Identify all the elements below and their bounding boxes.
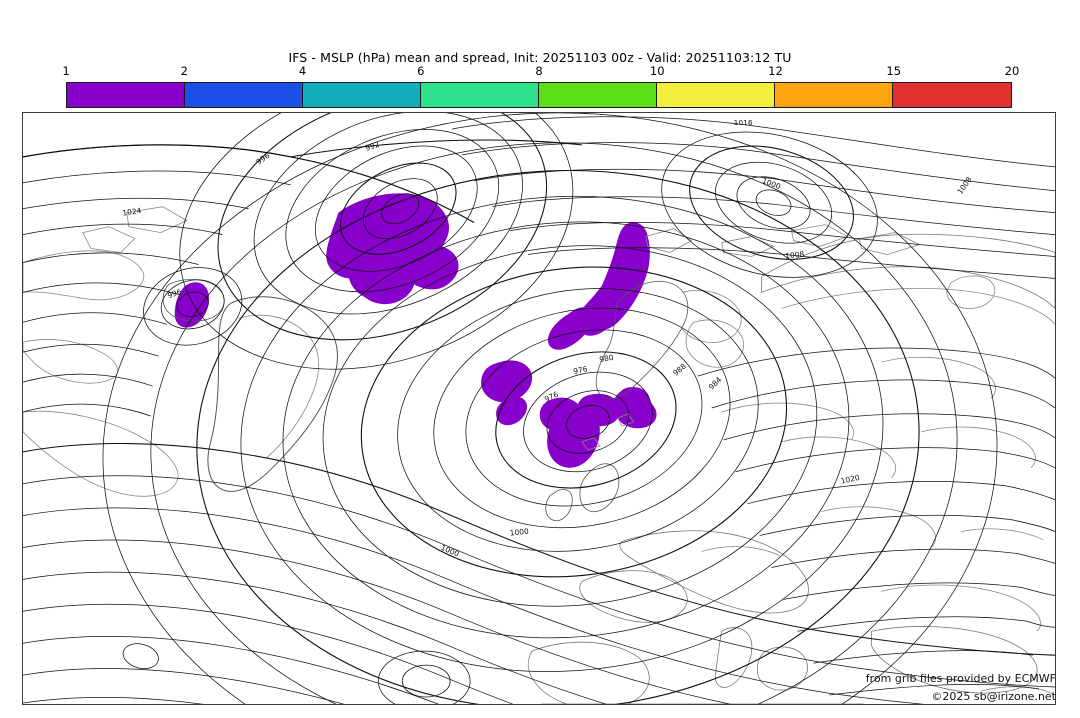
colorbar-segment-15-20: [893, 83, 1011, 107]
copyright-credit: ©2025 sb@irizone.net: [931, 690, 1056, 703]
colorbar-tick-15: 15: [886, 64, 902, 78]
colorbar-tick-10: 10: [649, 64, 665, 78]
colorbar-tick-6: 6: [417, 64, 425, 78]
colorbar-segment-12-15: [775, 83, 893, 107]
contour-label: 1016: [734, 118, 753, 127]
colorbar-tick-4: 4: [298, 64, 307, 78]
colorbar-tick-20: 20: [1004, 64, 1020, 78]
contour-label: 1024: [122, 206, 142, 218]
colorbar-tick-12: 12: [768, 64, 783, 78]
mslp-contour-map: 1024 1016 1008 1008 1000 1000 996 992 98…: [23, 113, 1055, 704]
contour-label: 1008: [955, 175, 973, 196]
colorbar-segment-8-10: [539, 83, 657, 107]
coastline-layer: [23, 206, 1055, 704]
contour-label: 976: [572, 364, 588, 376]
contour-label: 1000: [509, 527, 529, 538]
colorbar-scale: [66, 82, 1012, 108]
colorbar-segment-6-8: [421, 83, 539, 107]
colorbar-tick-1: 1: [62, 64, 70, 78]
contour-label: 1020: [840, 473, 861, 486]
colorbar-segment-2-4: [185, 83, 303, 107]
colorbar-tick-8: 8: [535, 64, 543, 78]
colorbar-tick-2: 2: [180, 64, 188, 78]
contour-label: 1000: [761, 176, 782, 191]
contour-label: 980: [599, 353, 615, 364]
contour-label: 992: [364, 140, 380, 153]
contour-label: 1000: [439, 543, 460, 559]
colorbar-segment-10-12: [657, 83, 775, 107]
page-title: IFS - MSLP (hPa) mean and spread, Init: …: [288, 50, 792, 65]
spread-shading-layer: [174, 193, 657, 468]
map-plot-area[interactable]: 1024 1016 1008 1008 1000 1000 996 992 98…: [22, 112, 1056, 705]
data-source-credit: from grib files provided by ECMWF: [865, 672, 1056, 685]
colorbar-segment-1-2: [67, 83, 185, 107]
contour-label: 984: [707, 375, 724, 392]
colorbar: 1 2 4 6 8 10 12 15 20: [62, 64, 1019, 108]
isobar-contour-layer: [23, 113, 1055, 704]
contour-label-layer: 1024 1016 1008 1008 1000 1000 996 992 98…: [122, 118, 974, 559]
contour-label: 1008: [785, 250, 805, 261]
contour-label: 988: [671, 361, 688, 377]
colorbar-segment-4-6: [303, 83, 421, 107]
colorbar-tick-labels: 1 2 4 6 8 10 12 15 20: [62, 64, 1019, 80]
